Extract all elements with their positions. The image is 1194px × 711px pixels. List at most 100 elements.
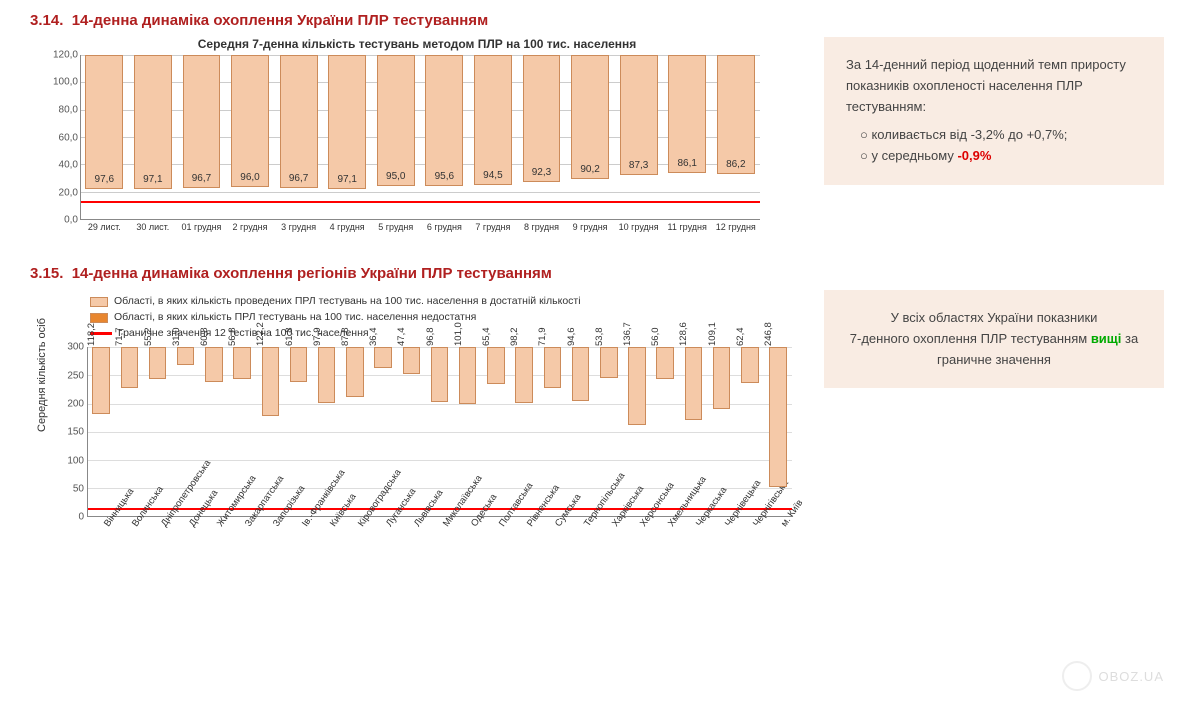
bar: 97,1 bbox=[328, 55, 366, 189]
x-axis-label: 4 грудня bbox=[330, 222, 365, 232]
bar-value-label: 56,8 bbox=[227, 328, 238, 347]
bar-value-label: 136,7 bbox=[622, 322, 633, 346]
bar: 94,6 bbox=[572, 347, 589, 401]
bar-slot: 62,4Чернігівська bbox=[736, 347, 764, 517]
info-bullet-1: коливається від -3,2% до +0,7%; bbox=[860, 125, 1142, 146]
bar-slot: 96,73 грудня bbox=[274, 55, 323, 220]
bar: 86,1 bbox=[668, 55, 706, 173]
section-number: 3.14. bbox=[30, 12, 63, 29]
chart1-bars: 97,629 лист.97,130 лист.96,701 грудня96,… bbox=[80, 55, 760, 220]
bar-slot: 47,4Львівська bbox=[397, 347, 425, 517]
bar-value-label: 94,6 bbox=[566, 328, 577, 347]
info-bullet2-prefix: у середньому bbox=[871, 148, 957, 163]
x-axis-label: 01 грудня bbox=[181, 222, 221, 232]
y-tick-label: 100 bbox=[56, 455, 84, 466]
info-bullet-2: у середньому -0,9% bbox=[860, 146, 1142, 167]
bar-value-label: 246,8 bbox=[763, 322, 774, 346]
legend-label-1: Області, в яких кількість проведених ПРЛ… bbox=[114, 294, 581, 310]
bar: 109,1 bbox=[713, 347, 730, 409]
bar-slot: 94,57 грудня bbox=[469, 55, 518, 220]
bar-slot: 95,05 грудня bbox=[371, 55, 420, 220]
bar-value-label: 98,2 bbox=[509, 328, 520, 347]
bar: 96,7 bbox=[183, 55, 221, 188]
section-315: 3.15. 14-денна динаміка охоплення регіон… bbox=[30, 265, 1164, 597]
chart1-column: Середня 7-денна кількість тестувань мето… bbox=[30, 37, 804, 245]
bar-slot: 60,8Житомирська bbox=[200, 347, 228, 517]
bar: 71,9 bbox=[544, 347, 561, 388]
bar: 97,1 bbox=[134, 55, 172, 189]
x-axis-label: 6 грудня bbox=[427, 222, 462, 232]
bar-slot: 122,2Запорізька bbox=[256, 347, 284, 517]
bar-value-label: 90,2 bbox=[572, 164, 608, 175]
bar-value-label: 97,1 bbox=[329, 174, 365, 185]
legend-item-3: Граничне значення 12 тестів на 100 тис. … bbox=[90, 326, 804, 342]
bar-slot: 87,310 грудня bbox=[614, 55, 663, 220]
watermark-icon bbox=[1062, 661, 1092, 691]
bar-value-label: 94,5 bbox=[475, 170, 511, 181]
bar-value-label: 96,0 bbox=[232, 172, 268, 183]
bar-value-label: 62,4 bbox=[735, 328, 746, 347]
x-axis-label: 3 грудня bbox=[281, 222, 316, 232]
bar-value-label: 87,3 bbox=[621, 160, 657, 171]
y-tick-label: 120,0 bbox=[40, 50, 78, 61]
bar-slot: 90,29 грудня bbox=[566, 55, 615, 220]
bar: 60,8 bbox=[205, 347, 222, 381]
legend-swatch-1 bbox=[90, 297, 108, 307]
chart1: 97,629 лист.97,130 лист.96,701 грудня96,… bbox=[40, 55, 760, 245]
bar-slot: 86,111 грудня bbox=[663, 55, 712, 220]
bar-slot: 97,9Київська bbox=[313, 347, 341, 517]
bar-slot: 36,4Луганська bbox=[369, 347, 397, 517]
bar-value-label: 31,0 bbox=[171, 328, 182, 347]
x-axis-label: 11 грудня bbox=[668, 222, 707, 232]
bar-slot: 53,8Харківська bbox=[595, 347, 623, 517]
bar-slot: 71,9Сумська bbox=[538, 347, 566, 517]
bar-value-label: 122,2 bbox=[255, 322, 266, 346]
x-axis-label: 30 лист. bbox=[136, 222, 169, 232]
section-number: 3.15. bbox=[30, 265, 63, 282]
bar: 96,7 bbox=[280, 55, 318, 188]
x-axis-label: 29 лист. bbox=[88, 222, 121, 232]
bar-value-label: 109,1 bbox=[707, 322, 718, 346]
bar: 53,8 bbox=[600, 347, 617, 377]
bar-slot: 71,7Волинська bbox=[115, 347, 143, 517]
bar-slot: 98,2Рівненська bbox=[510, 347, 538, 517]
bar-value-label: 36,4 bbox=[368, 328, 379, 347]
bar: 87,3 bbox=[620, 55, 658, 175]
info-line2-prefix: 7-денного охоплення ПЛР тестуванням bbox=[850, 331, 1091, 346]
bar: 98,2 bbox=[515, 347, 532, 403]
legend-swatch-2 bbox=[90, 313, 108, 323]
x-axis-label: м. Київ bbox=[779, 498, 805, 529]
bar-value-label: 128,6 bbox=[678, 322, 689, 346]
bar-value-label: 96,7 bbox=[281, 173, 317, 184]
y-tick-label: 250 bbox=[56, 370, 84, 381]
legend-item-2: Області, в яких кількість ПРЛ тестувань … bbox=[90, 310, 804, 326]
bar-slot: 55,2Дніпропетровська bbox=[143, 347, 171, 517]
bar: 136,7 bbox=[628, 347, 645, 424]
watermark-text: OBOZ.UA bbox=[1098, 669, 1164, 684]
bar-slot: 97,130 лист. bbox=[129, 55, 178, 220]
section-heading: 14-денна динаміка охоплення України ПЛР … bbox=[72, 12, 488, 29]
x-axis-label: 7 грудня bbox=[475, 222, 510, 232]
bar: 101,0 bbox=[459, 347, 476, 404]
y-tick-label: 60,0 bbox=[40, 132, 78, 143]
bar-value-label: 95,0 bbox=[378, 171, 414, 182]
bar: 246,8 bbox=[769, 347, 786, 487]
info-box-315: У всіх областях України показники 7-денн… bbox=[824, 290, 1164, 388]
y-tick-label: 300 bbox=[56, 342, 84, 353]
y-tick-label: 80,0 bbox=[40, 104, 78, 115]
bar-value-label: 118,2 bbox=[86, 323, 97, 346]
bar-value-label: 65,4 bbox=[481, 328, 492, 347]
info-bullet2-value: -0,9% bbox=[957, 148, 991, 163]
y-tick-label: 40,0 bbox=[40, 159, 78, 170]
legend-item-1: Області, в яких кількість проведених ПРЛ… bbox=[90, 294, 804, 310]
bar-value-label: 71,9 bbox=[537, 328, 548, 347]
bar: 86,2 bbox=[717, 55, 755, 174]
bar-slot: 101,0Одеська bbox=[454, 347, 482, 517]
bar-value-label: 71,7 bbox=[114, 328, 125, 347]
bar-value-label: 92,3 bbox=[524, 167, 560, 178]
bar: 47,4 bbox=[403, 347, 420, 374]
bar: 61,8 bbox=[290, 347, 307, 382]
bar: 128,6 bbox=[685, 347, 702, 420]
bar-slot: 97,14 грудня bbox=[323, 55, 372, 220]
bar-value-label: 95,6 bbox=[426, 171, 462, 182]
